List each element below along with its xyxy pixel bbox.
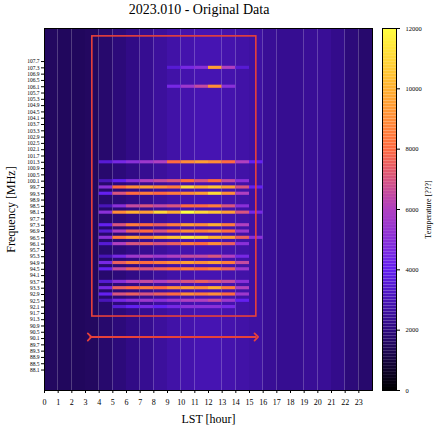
svg-text:100.1: 100.1 — [27, 178, 40, 184]
svg-text:92.1: 92.1 — [30, 304, 40, 310]
svg-text:90.9: 90.9 — [30, 323, 40, 329]
svg-text:3: 3 — [84, 398, 88, 407]
svg-text:106.9: 106.9 — [27, 71, 40, 77]
svg-text:94.5: 94.5 — [30, 266, 40, 272]
svg-text:91.7: 91.7 — [30, 310, 40, 316]
svg-text:104.5: 104.5 — [27, 109, 40, 115]
svg-text:88.9: 88.9 — [30, 354, 40, 360]
svg-text:95.3: 95.3 — [30, 253, 40, 259]
svg-text:96.1: 96.1 — [30, 241, 40, 247]
svg-text:16: 16 — [259, 398, 267, 407]
svg-text:96.5: 96.5 — [30, 235, 40, 241]
svg-text:103.3: 103.3 — [27, 128, 40, 134]
svg-text:1: 1 — [56, 398, 60, 407]
svg-text:91.3: 91.3 — [30, 316, 40, 322]
svg-text:19: 19 — [300, 398, 308, 407]
svg-text:8000: 8000 — [406, 145, 419, 152]
svg-text:23: 23 — [355, 398, 363, 407]
svg-text:7: 7 — [138, 398, 142, 407]
svg-text:98.1: 98.1 — [30, 209, 40, 215]
svg-text:90.1: 90.1 — [30, 335, 40, 341]
svg-text:98.5: 98.5 — [30, 203, 40, 209]
svg-text:99.7: 99.7 — [30, 184, 40, 190]
svg-text:11: 11 — [191, 398, 199, 407]
svg-text:89.7: 89.7 — [30, 342, 40, 348]
svg-text:102.9: 102.9 — [27, 134, 40, 140]
svg-text:99.3: 99.3 — [30, 191, 40, 197]
svg-text:101.3: 101.3 — [27, 159, 40, 165]
svg-text:102.5: 102.5 — [27, 140, 40, 146]
svg-text:96.9: 96.9 — [30, 228, 40, 234]
svg-text:89.3: 89.3 — [30, 348, 40, 354]
svg-text:10000: 10000 — [406, 85, 422, 92]
svg-text:97.3: 97.3 — [30, 222, 40, 228]
svg-text:103.7: 103.7 — [27, 121, 40, 127]
svg-text:107.7: 107.7 — [27, 58, 40, 64]
svg-text:100.5: 100.5 — [27, 172, 40, 178]
svg-text:10: 10 — [177, 398, 185, 407]
svg-text:13: 13 — [218, 398, 226, 407]
svg-text:9: 9 — [166, 398, 170, 407]
svg-text:100.9: 100.9 — [27, 165, 40, 171]
svg-text:93.3: 93.3 — [30, 285, 40, 291]
svg-text:93.7: 93.7 — [30, 279, 40, 285]
svg-text:5: 5 — [111, 398, 115, 407]
svg-text:15: 15 — [246, 398, 254, 407]
svg-text:106.1: 106.1 — [27, 83, 40, 89]
svg-text:17: 17 — [273, 398, 281, 407]
html-text:2023.010 - Original Data: 2023.010 - Original Data — [128, 2, 270, 17]
svg-text:105.3: 105.3 — [27, 96, 40, 102]
svg-text:88.1: 88.1 — [30, 367, 40, 373]
svg-text:Temperature [???]: Temperature [???] — [424, 180, 433, 239]
svg-text:101.7: 101.7 — [27, 153, 40, 159]
svg-text:6: 6 — [125, 398, 129, 407]
svg-text:2: 2 — [70, 398, 74, 407]
svg-text:94.9: 94.9 — [30, 260, 40, 266]
svg-text:4000: 4000 — [406, 266, 419, 273]
svg-text:105.7: 105.7 — [27, 90, 40, 96]
svg-text:98.9: 98.9 — [30, 197, 40, 203]
svg-text:94.1: 94.1 — [30, 272, 40, 278]
svg-text:107.3: 107.3 — [27, 65, 40, 71]
svg-text:92.9: 92.9 — [30, 291, 40, 297]
svg-text:12: 12 — [205, 398, 213, 407]
svg-text:0: 0 — [43, 398, 47, 407]
svg-text:18: 18 — [287, 398, 295, 407]
svg-text:90.5: 90.5 — [30, 329, 40, 335]
svg-text:97.7: 97.7 — [30, 216, 40, 222]
svg-text:12000: 12000 — [406, 25, 422, 32]
svg-text:0: 0 — [406, 387, 409, 394]
svg-text:92.5: 92.5 — [30, 298, 40, 304]
svg-text:21: 21 — [328, 398, 336, 407]
svg-text:95.7: 95.7 — [30, 247, 40, 253]
svg-text:14: 14 — [232, 398, 240, 407]
svg-text:20: 20 — [314, 398, 322, 407]
svg-text:Frequency [MHz]: Frequency [MHz] — [4, 166, 18, 252]
svg-text:104.9: 104.9 — [27, 102, 40, 108]
svg-text:2000: 2000 — [406, 326, 419, 333]
svg-text:104.1: 104.1 — [27, 115, 40, 121]
svg-text:LST [hour]: LST [hour] — [181, 412, 235, 426]
svg-text:4: 4 — [97, 398, 101, 407]
svg-text:106.5: 106.5 — [27, 77, 40, 83]
svg-text:8: 8 — [152, 398, 156, 407]
svg-text:102.1: 102.1 — [27, 146, 40, 152]
svg-text:6000: 6000 — [406, 206, 419, 213]
svg-text:88.5: 88.5 — [30, 361, 40, 367]
svg-text:22: 22 — [341, 398, 349, 407]
